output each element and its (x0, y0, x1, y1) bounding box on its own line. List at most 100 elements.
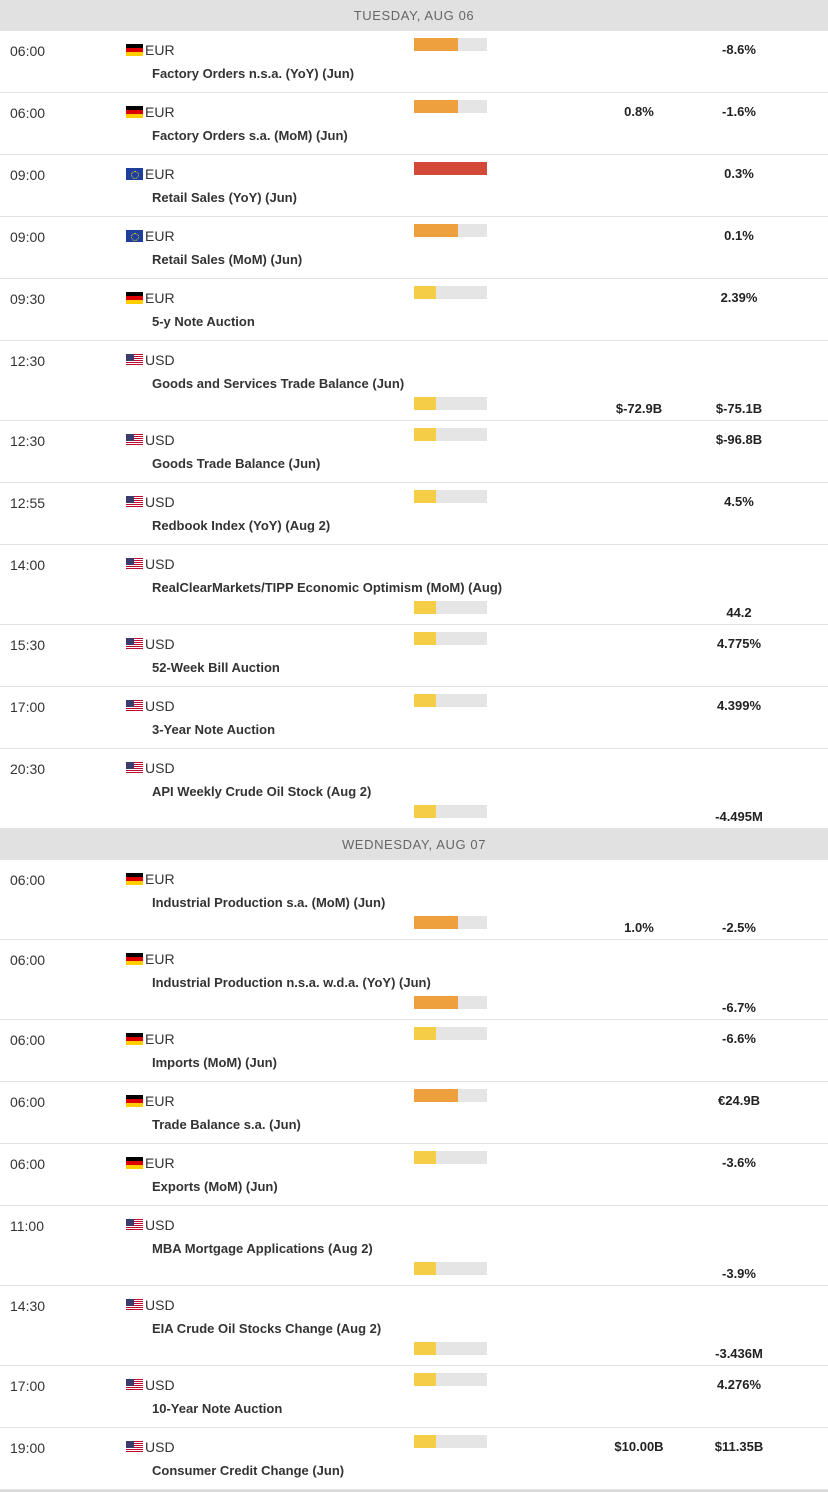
impact-bar-fill (414, 162, 487, 175)
previous-value: $-75.1B (715, 401, 763, 416)
event-row[interactable]: 20:30 USD API Weekly Crude Oil Stock (Aug … (0, 749, 828, 829)
event-name[interactable]: Industrial Production s.a. (MoM) (Jun) (152, 895, 386, 910)
event-name[interactable]: Consumer Credit Change (Jun) (152, 1463, 345, 1478)
previous-value: -4.495M (715, 809, 763, 824)
currency-code: USD (145, 556, 175, 572)
currency-code: USD (145, 1297, 175, 1313)
impact-bar (414, 397, 487, 410)
event-row[interactable]: 12:30 USD Goods Trade Balance (Jun) $-96.8B (0, 421, 828, 483)
impact-bar-fill (414, 1027, 436, 1040)
event-name[interactable]: Retail Sales (YoY) (Jun) (152, 190, 297, 205)
currency-code: USD (145, 698, 175, 714)
event-currency: USD (126, 494, 175, 510)
event-row[interactable]: 06:00 EUR Industrial Production n.s.a. w.d… (0, 940, 828, 1020)
de-flag-icon (126, 873, 143, 885)
impact-bar-fill (414, 1262, 436, 1275)
event-name[interactable]: RealClearMarkets/TIPP Economic Optimism … (152, 580, 503, 595)
event-row[interactable]: 06:00 EUR Factory Orders n.s.a. (YoY) (Jun… (0, 31, 828, 93)
impact-bar-fill (414, 632, 436, 645)
event-row[interactable]: 06:00 EUR Imports (MoM) (Jun) -6.6% (0, 1020, 828, 1082)
event-name[interactable]: Exports (MoM) (Jun) (152, 1179, 278, 1194)
de-flag-icon (126, 1157, 143, 1169)
impact-bar-fill (414, 428, 436, 441)
event-name[interactable]: Factory Orders n.s.a. (YoY) (Jun) (152, 66, 355, 81)
impact-bar (414, 490, 487, 503)
impact-bar-fill (414, 1151, 436, 1164)
event-currency: EUR (126, 104, 175, 120)
event-row[interactable]: 09:00 EUR Retail Sales (MoM) (Jun) 0.1% (0, 217, 828, 279)
event-time: 12:30 (10, 353, 46, 369)
currency-code: EUR (145, 1093, 175, 1109)
event-name[interactable]: EIA Crude Oil Stocks Change (Aug 2) (152, 1321, 382, 1336)
event-row[interactable]: 17:00 USD 3-Year Note Auction 4.399% (0, 687, 828, 749)
currency-code: EUR (145, 1155, 175, 1171)
event-time: 11:00 (10, 1218, 44, 1234)
event-currency: EUR (126, 166, 175, 182)
event-name[interactable]: Factory Orders s.a. (MoM) (Jun) (152, 128, 348, 143)
impact-bar (414, 1089, 487, 1102)
previous-value: $-96.8B (715, 432, 763, 447)
impact-bar-fill (414, 1373, 436, 1386)
us-flag-icon (126, 762, 143, 774)
event-row[interactable]: 12:30 USD Goods and Services Trade Balance… (0, 341, 828, 421)
impact-bar (414, 996, 487, 1009)
impact-bar (414, 1151, 487, 1164)
event-time: 06:00 (10, 43, 46, 59)
impact-bar (414, 1435, 487, 1448)
event-row[interactable]: 06:00 EUR Exports (MoM) (Jun) -3.6% (0, 1144, 828, 1206)
event-time: 15:30 (10, 637, 46, 653)
bottom-border (0, 1490, 828, 1492)
event-row[interactable]: 19:00 USD Consumer Credit Change (Jun) $10.… (0, 1428, 828, 1490)
event-row[interactable]: 09:00 EUR Retail Sales (YoY) (Jun) 0.3% (0, 155, 828, 217)
us-flag-icon (126, 638, 143, 650)
event-name[interactable]: 3-Year Note Auction (152, 722, 276, 737)
event-row[interactable]: 11:00 USD MBA Mortgage Applications (Aug 2… (0, 1206, 828, 1286)
us-flag-icon (126, 496, 143, 508)
impact-bar-fill (414, 694, 436, 707)
us-flag-icon (126, 354, 143, 366)
event-time: 09:30 (10, 291, 46, 307)
event-row[interactable]: 14:30 USD EIA Crude Oil Stocks Change (Aug… (0, 1286, 828, 1366)
previous-value: 4.399% (716, 698, 762, 713)
event-name[interactable]: 10-Year Note Auction (152, 1401, 283, 1416)
currency-code: EUR (145, 42, 175, 58)
event-currency: USD (126, 432, 175, 448)
event-currency: EUR (126, 42, 175, 58)
event-name[interactable]: Imports (MoM) (Jun) (152, 1055, 277, 1070)
event-name[interactable]: Goods and Services Trade Balance (Jun) (152, 376, 405, 391)
event-name[interactable]: Redbook Index (YoY) (Aug 2) (152, 518, 331, 533)
event-row[interactable]: 06:00 EUR Trade Balance s.a. (Jun) €24.9B (0, 1082, 828, 1144)
event-row[interactable]: 17:00 USD 10-Year Note Auction 4.276% (0, 1366, 828, 1428)
event-row[interactable]: 06:00 EUR Industrial Production s.a. (MoM)… (0, 860, 828, 940)
event-row[interactable]: 09:30 EUR 5-y Note Auction 2.39% (0, 279, 828, 341)
impact-bar (414, 1027, 487, 1040)
event-name[interactable]: Goods Trade Balance (Jun) (152, 456, 321, 471)
impact-bar-fill (414, 224, 458, 237)
event-currency: USD (126, 352, 175, 368)
impact-bar (414, 286, 487, 299)
event-name[interactable]: MBA Mortgage Applications (Aug 2) (152, 1241, 373, 1256)
currency-code: USD (145, 760, 175, 776)
impact-bar (414, 694, 487, 707)
event-row[interactable]: 12:55 USD Redbook Index (YoY) (Aug 2) 4.5% (0, 483, 828, 545)
de-flag-icon (126, 106, 143, 118)
event-name[interactable]: API Weekly Crude Oil Stock (Aug 2) (152, 784, 372, 799)
previous-value: -6.6% (722, 1031, 756, 1046)
currency-code: EUR (145, 228, 175, 244)
event-row[interactable]: 14:00 USD RealClearMarkets/TIPP Economic O… (0, 545, 828, 625)
event-row[interactable]: 06:00 EUR Factory Orders s.a. (MoM) (Jun) 0… (0, 93, 828, 155)
event-row[interactable]: 15:30 USD 52-Week Bill Auction 4.775% (0, 625, 828, 687)
impact-bar-fill (414, 490, 436, 503)
currency-code: USD (145, 494, 175, 510)
event-name[interactable]: Industrial Production n.s.a. w.d.a. (YoY… (152, 975, 431, 990)
previous-value: -8.6% (722, 42, 756, 57)
event-name[interactable]: 52-Week Bill Auction (152, 660, 280, 675)
event-name[interactable]: Trade Balance s.a. (Jun) (152, 1117, 301, 1132)
event-name[interactable]: Retail Sales (MoM) (Jun) (152, 252, 303, 267)
event-name[interactable]: 5-y Note Auction (152, 314, 255, 329)
impact-bar-fill (414, 601, 436, 614)
event-currency: USD (126, 760, 175, 776)
us-flag-icon (126, 434, 143, 446)
impact-bar (414, 601, 487, 614)
event-currency: USD (126, 636, 175, 652)
